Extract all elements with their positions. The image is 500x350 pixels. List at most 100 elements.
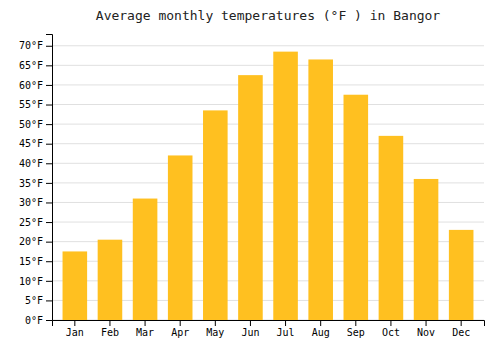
y-tick: 60°F: [19, 80, 52, 91]
bar: [168, 155, 193, 320]
grid-line: [52, 163, 484, 164]
y-tick-label: 40°F: [19, 158, 43, 169]
x-tick-mark: [215, 320, 216, 326]
x-tick-label: Dec: [452, 327, 470, 338]
x-tick-label: May: [206, 327, 224, 338]
bars: [63, 52, 474, 320]
grid-line: [52, 84, 484, 85]
x-tick: Feb: [101, 320, 119, 338]
y-tick: 65°F: [19, 60, 52, 71]
y-tick-mark: [46, 281, 52, 282]
y-tick-mark: [46, 85, 52, 86]
x-tick-mark: [109, 320, 110, 326]
y-tick-label: 25°F: [19, 217, 43, 228]
y-tick-mark: [46, 65, 52, 66]
bar: [238, 75, 263, 320]
x-tick-mark: [390, 320, 391, 326]
chart: 0°F 5°F 10°F 15°F 20°F 25°F 30°F 35°F 40°F 45°F 50…: [0, 0, 500, 350]
y-tick-mark: [46, 202, 52, 203]
x-tick-mark: [461, 320, 462, 326]
y-tick: 0°F: [25, 315, 52, 326]
y-tick-mark: [46, 163, 52, 164]
y-tick-label: 35°F: [19, 178, 43, 189]
bar: [344, 95, 369, 320]
y-tick-label: 50°F: [19, 119, 43, 130]
x-tick: Aug: [312, 320, 330, 338]
bar: [379, 136, 404, 320]
y-tick-label: 55°F: [19, 99, 43, 110]
y-tick: 45°F: [19, 138, 52, 149]
grid-line: [52, 143, 484, 144]
x-tick: Oct: [382, 320, 400, 338]
y-tick-mark: [46, 105, 52, 106]
x-tick-mark: [320, 320, 321, 326]
x-tick-mark: [180, 320, 181, 326]
x-tick: Jul: [277, 320, 295, 338]
bar: [449, 230, 474, 320]
x-tick: Apr: [171, 320, 189, 338]
y-tick-mark: [46, 46, 52, 47]
y-tick: 40°F: [19, 158, 52, 169]
y-tick-mark: [46, 222, 52, 223]
x-tick-mark: [285, 320, 286, 326]
grid-line: [52, 45, 484, 46]
bar: [133, 199, 158, 320]
x-tick-label: Jan: [66, 327, 84, 338]
bar: [63, 251, 88, 320]
x-tick: Sep: [347, 320, 365, 338]
y-tick-mark: [46, 261, 52, 262]
y-tick: 25°F: [19, 217, 52, 228]
x-tick-label: Jul: [277, 327, 295, 338]
x-tick: Mar: [136, 320, 154, 338]
y-axis: 0°F 5°F 10°F 15°F 20°F 25°F 30°F 35°F 40°F 45°F 50…: [19, 35, 53, 326]
y-tick: 70°F: [19, 40, 52, 51]
bar: [98, 240, 123, 320]
y-tick-mark: [46, 300, 52, 301]
x-tick-label: Mar: [136, 327, 154, 338]
y-tick-label: 65°F: [19, 60, 43, 71]
grid: [52, 46, 484, 320]
x-axis: Jan Feb Mar Apr May Jun Jul Aug Sep Oct Nov Dec: [53, 320, 485, 338]
x-tick-mark: [250, 320, 251, 326]
y-tick-label: 15°F: [19, 256, 43, 267]
y-axis-line: [46, 35, 53, 321]
y-tick-mark: [46, 144, 52, 145]
y-tick: 35°F: [19, 178, 52, 189]
plot: 0°F 5°F 10°F 15°F 20°F 25°F 30°F 35°F 40°F 45°F 50…: [19, 35, 485, 339]
y-tick-label: 0°F: [25, 315, 43, 326]
y-tick-label: 5°F: [25, 295, 43, 306]
x-tick-label: Feb: [101, 327, 119, 338]
bar: [203, 110, 228, 320]
y-tick-mark: [46, 183, 52, 184]
grid-line: [52, 65, 484, 66]
y-tick: 55°F: [19, 99, 52, 110]
bar: [308, 59, 333, 320]
x-axis-line: [53, 321, 485, 327]
y-tick-label: 10°F: [19, 276, 43, 287]
x-tick: Nov: [417, 320, 435, 338]
y-tick-label: 70°F: [19, 40, 43, 51]
x-tick-label: Nov: [417, 327, 435, 338]
grid-line: [52, 104, 484, 105]
bar: [273, 52, 298, 320]
title: Average monthly temperatures (°F ) in Ba…: [96, 8, 441, 23]
x-tick: Jun: [241, 320, 259, 338]
y-tick-label: 45°F: [19, 138, 43, 149]
y-tick: 50°F: [19, 119, 52, 130]
x-tick: Jan: [66, 320, 84, 338]
y-tick-mark: [46, 242, 52, 243]
x-tick-label: Sep: [347, 327, 365, 338]
y-tick-mark: [46, 124, 52, 125]
y-tick: 15°F: [19, 256, 52, 267]
x-tick-mark: [426, 320, 427, 326]
x-tick-label: Apr: [171, 327, 189, 338]
x-tick: May: [206, 320, 224, 338]
y-tick-label: 60°F: [19, 80, 43, 91]
y-tick: 5°F: [25, 295, 52, 306]
x-tick-label: Aug: [312, 327, 330, 338]
y-tick: 30°F: [19, 197, 52, 208]
x-tick-mark: [74, 320, 75, 326]
y-tick-label: 30°F: [19, 197, 43, 208]
y-tick: 20°F: [19, 236, 52, 247]
x-tick-label: Jun: [241, 327, 259, 338]
